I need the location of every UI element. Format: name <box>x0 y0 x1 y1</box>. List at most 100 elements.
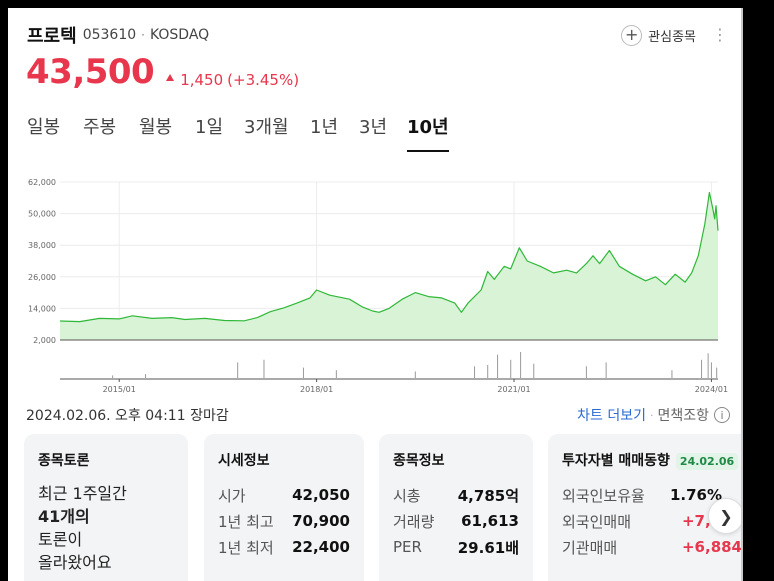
kv-row: 시총 4,785억 <box>393 482 519 508</box>
kv-value: 29.61배 <box>457 538 519 557</box>
y-tick-label: 50,000 <box>28 210 56 219</box>
tab-weekly[interactable]: 주봉 <box>83 117 117 138</box>
y-tick-label: 62,000 <box>28 178 56 187</box>
price-line <box>59 191 719 323</box>
current-price: 43,500 <box>26 52 155 92</box>
chevron-right-icon: ❯ <box>719 506 733 526</box>
discussion-line: 최근 1주일간 <box>38 484 127 503</box>
watchlist-button[interactable]: + 관심종목 <box>621 24 696 46</box>
watchlist-label: 관심종목 <box>648 29 696 45</box>
stock-code: 053610 <box>82 27 137 43</box>
kv-row: 기관매매 +6,884 <box>562 534 742 560</box>
kv-row: 1년 최고 70,900 <box>218 508 350 534</box>
kv-label: 시총 <box>393 486 421 505</box>
investor-date-badge: 24.02.06 <box>675 453 739 470</box>
volume-bar <box>263 359 265 378</box>
timestamp: 2024.02.06. 오후 04:11 장마감 <box>26 408 229 424</box>
kv-row: 외국인보유율 1.76% <box>562 482 722 508</box>
discussion-card[interactable]: 종목토론 최근 1주일간 41개의 토론이 올라왔어요 <box>24 434 188 581</box>
volume-bar <box>710 362 712 378</box>
change-percent: (+3.45%) <box>227 70 300 89</box>
volume-bar <box>487 365 489 378</box>
y-tick-label: 38,000 <box>28 241 56 250</box>
x-tick-label: 2021/01 <box>497 385 530 394</box>
kv-label: 1년 최고 <box>218 512 274 531</box>
stock-info-card[interactable]: 종목정보 시총 4,785억 거래량 61,613 PER 29.61배 <box>379 434 533 581</box>
kv-value: 1.76% <box>669 486 722 504</box>
price-chart[interactable]: 62,000 50,000 38,000 26,000 14,000 2,000 2015/… <box>8 168 742 400</box>
volume-bar <box>237 362 239 378</box>
tab-1day[interactable]: 1일 <box>195 117 224 138</box>
tab-monthly[interactable]: 월봉 <box>139 117 173 138</box>
period-tabs: 일봉 주봉 월봉 1일 3개월 1년 3년 10년 <box>8 112 449 152</box>
disclaimer-link[interactable]: 면책조항 <box>657 408 709 424</box>
volume-bar <box>701 359 703 378</box>
stock-info-title: 종목정보 <box>393 453 445 469</box>
volume-bar <box>671 370 673 378</box>
volume-bar <box>145 374 147 378</box>
change-amount: 1,450 <box>180 70 224 89</box>
x-tick-label: 2024/01 <box>695 385 728 394</box>
discussion-line: 올라왔어요 <box>38 553 112 572</box>
next-cards-button[interactable]: ❯ <box>708 498 742 534</box>
kv-row: PER 29.61배 <box>393 534 519 560</box>
kv-value: 22,400 <box>292 538 350 556</box>
kv-label: 외국인보유율 <box>562 486 645 505</box>
more-chart-link[interactable]: 차트 더보기 <box>577 408 646 424</box>
x-tick-label: 2015/01 <box>103 385 136 394</box>
kv-label: 시가 <box>218 486 246 505</box>
stock-header: 프로텍 053610 · KOSDAQ + 관심종목 ⋮ <box>27 22 728 48</box>
triangle-up-icon <box>166 74 175 81</box>
price-row: 43,500 1,450 (+3.45%) <box>26 52 299 92</box>
kv-row: 1년 최저 22,400 <box>218 534 350 560</box>
tab-3years[interactable]: 3년 <box>359 117 388 138</box>
price-area <box>60 192 718 340</box>
y-tick-label: 2,000 <box>33 336 56 345</box>
kv-value: 42,050 <box>292 486 350 504</box>
volume-bar <box>474 366 476 378</box>
plus-icon: + <box>621 24 643 46</box>
kv-row: 시가 42,050 <box>218 482 350 508</box>
info-icon[interactable]: i <box>714 407 730 423</box>
header-separator: · <box>141 28 145 42</box>
y-tick-label: 26,000 <box>28 273 56 282</box>
x-tick-label: 2018/01 <box>300 385 333 394</box>
tab-3months[interactable]: 3개월 <box>244 117 289 138</box>
volume-bar <box>585 366 587 378</box>
discussion-text: 최근 1주일간 41개의 토론이 올라왔어요 <box>38 482 174 574</box>
kv-label: 거래량 <box>393 512 435 531</box>
stock-panel: 프로텍 053610 · KOSDAQ + 관심종목 ⋮ 43,500 1,45… <box>8 8 742 581</box>
tab-daily[interactable]: 일봉 <box>27 117 61 138</box>
volume-bar <box>533 363 535 378</box>
market-name: KOSDAQ <box>149 27 210 43</box>
y-tick-label: 14,000 <box>28 304 56 313</box>
volume-bar <box>302 367 304 378</box>
price-change: 1,450 (+3.45%) <box>166 71 299 89</box>
volume-bar <box>605 362 607 378</box>
volume-bar <box>112 375 114 378</box>
discussion-title: 종목토론 <box>38 453 90 469</box>
volume-bar <box>520 352 522 378</box>
market-info-card[interactable]: 시세정보 시가 42,050 1년 최고 70,900 1년 최저 22,400 <box>204 434 364 581</box>
discussion-count: 41개의 <box>38 507 90 526</box>
market-info-title: 시세정보 <box>218 453 270 469</box>
chart-meta: 2024.02.06. 오후 04:11 장마감 차트 더보기 · 면책조항 i <box>26 404 730 426</box>
investor-title: 투자자별 매매동향 24.02.06 <box>562 450 742 470</box>
kv-label: 기관매매 <box>562 538 618 557</box>
kv-label: PER <box>393 538 422 556</box>
volume-bar <box>716 367 718 378</box>
kv-value: 70,900 <box>292 512 350 530</box>
window-border <box>741 8 743 581</box>
kv-value: 4,785억 <box>457 486 519 505</box>
stock-name[interactable]: 프로텍 <box>27 26 77 47</box>
tab-10years[interactable]: 10년 <box>407 112 449 152</box>
kebab-icon[interactable]: ⋮ <box>712 25 728 44</box>
kv-value: +6,884 <box>681 538 742 556</box>
kv-row: 거래량 61,613 <box>393 508 519 534</box>
kv-label: 외국인매매 <box>562 512 632 531</box>
tab-1year[interactable]: 1년 <box>310 117 339 138</box>
volume-bar <box>510 359 512 378</box>
volume-bar <box>414 371 416 378</box>
volume-bar <box>707 353 709 378</box>
info-cards: 종목토론 최근 1주일간 41개의 토론이 올라왔어요 시세정보 시가 42,0… <box>24 434 742 581</box>
